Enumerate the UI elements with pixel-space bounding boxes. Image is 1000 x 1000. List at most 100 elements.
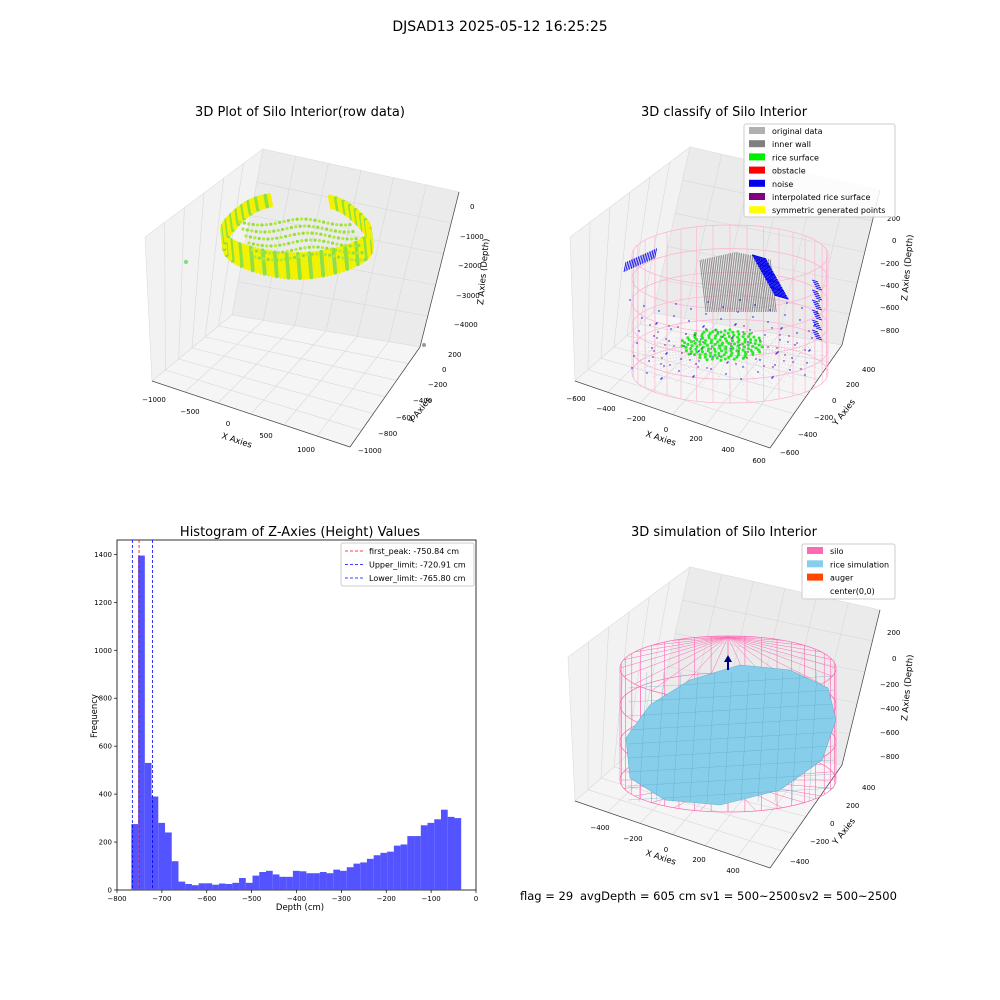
rice-surface-point [698,355,702,359]
noise-point [812,291,820,295]
rice-surface-point [729,349,733,353]
noise-point [634,257,638,268]
noise-point [638,330,640,332]
hist-bar [171,861,179,890]
noise-point [784,314,786,316]
point-stroke [280,251,287,280]
inner-point [309,238,313,242]
legend-swatch [807,560,823,568]
rice-mesh-line [638,671,648,803]
hist-bar [333,869,341,890]
grid-line [191,192,205,349]
inner-point [284,234,288,239]
silo-roof-edge [727,636,833,660]
p3-legend-frame [340,542,475,587]
point-stroke [260,194,267,210]
noise-point [816,312,818,314]
hist-bar [427,822,435,890]
interpolated-point [705,328,707,330]
rice-surface-point [741,356,745,360]
inner-wall-point [714,256,721,313]
inner-point [238,220,242,224]
silo-roof-edge [673,636,729,641]
inner-point [272,251,276,255]
noise-point [683,345,685,347]
noise-point [813,313,821,317]
grid-line [682,599,873,642]
noise-point [638,255,641,266]
point-stroke [234,240,241,267]
rice-surface-point [732,357,736,361]
inner-point [354,258,358,262]
noise-point [636,342,638,344]
inner-point [336,236,340,240]
interpolated-point [706,367,708,369]
interpolated-point [649,324,651,326]
inner-wall-point [737,252,745,313]
noise-point [811,337,813,339]
noise-point [801,307,803,309]
panel2-title: 3D classify of Silo Interior [641,105,808,120]
rice-surface-point [694,347,698,351]
p4-legend-frame [801,543,896,600]
rice-surface-point [700,347,704,351]
inner-point [301,253,305,258]
rice-mesh-line [706,671,716,803]
point-stroke [346,243,353,270]
legend-label: inner wall [772,140,811,149]
interpolated-point [738,350,740,352]
p1-ytick: 0 [442,366,446,374]
point-stroke [234,208,241,226]
rice-surface-point [713,353,717,357]
noise-point [645,252,648,263]
grid-line [238,281,428,317]
noise-point [814,335,822,339]
noise-point [809,349,811,351]
inner-point [354,237,358,241]
y-tick-label: 400 [99,791,112,799]
original-data-ray [700,333,731,349]
noise-point [776,352,778,354]
noise-point [811,299,819,303]
noise-point [760,270,776,276]
inner-point [317,238,321,243]
rice-surface-point [680,339,684,343]
noise-point [769,309,771,311]
legend-swatch [749,166,765,174]
rice-mesh-line [627,703,835,717]
inner-point [294,225,298,229]
hist-bar [454,818,462,890]
rice-surface-point [700,332,704,336]
noise-point [763,275,778,281]
noise-point [811,279,819,283]
panel3-title: Histogram of Z-Axies (Height) Values [180,525,420,540]
inner-wall-point [723,254,730,313]
inner-wall-point [717,255,725,313]
hist-bar [380,852,388,890]
axis-line [574,380,771,449]
noise-point [643,253,647,264]
p4-xtick: 200 [692,856,705,864]
noise-point [789,369,791,371]
noise-point [737,311,739,313]
inner-point [334,248,338,252]
rice-surface-point [703,352,707,356]
grid-line [191,347,386,398]
rice-surface-point [743,354,747,358]
inner-point [329,228,333,232]
noise-point [648,360,650,362]
interpolated-point [771,327,773,329]
inner-point [304,217,308,221]
rice-surface-point [703,341,707,345]
panel2-points [623,224,829,404]
noise-point [666,352,668,354]
inner-wall-point [703,259,710,313]
rice-surface-point [703,338,707,342]
silo-roof-edge [727,636,822,685]
rice-surface-point [735,355,739,359]
rice-surface-point [758,340,762,344]
noise-point [633,355,635,357]
noise-point [712,356,714,358]
interpolated-point [780,328,782,330]
rice-surface-point [713,350,717,354]
